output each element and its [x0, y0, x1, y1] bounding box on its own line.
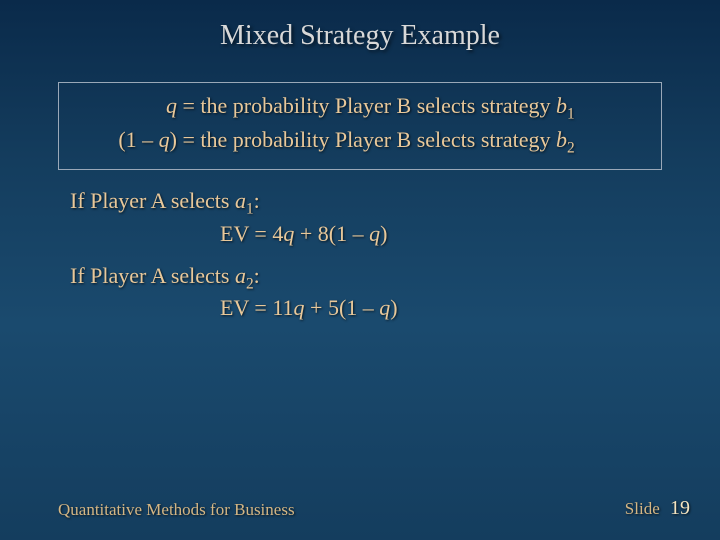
slide-title: Mixed Strategy Example	[0, 0, 720, 52]
def2-sub: 2	[567, 140, 575, 157]
a2-ev-label: EV =	[220, 295, 272, 320]
footer-left: Quantitative Methods for Business	[58, 500, 295, 520]
a2-prefix: If Player A selects	[70, 263, 235, 288]
def2-lhs: (1 – q)	[77, 125, 177, 155]
footer-right: Slide 19	[625, 497, 690, 520]
slide-container: Mixed Strategy Example q = the probabili…	[0, 0, 720, 540]
a1-n1: 4	[272, 221, 283, 246]
slide-body: If Player A selects a1: EV = 4q + 8(1 – …	[70, 188, 650, 321]
a2-sub: 2	[246, 275, 254, 292]
a1-ev-label: EV =	[220, 221, 272, 246]
def1-lhs: q	[77, 91, 177, 121]
a1-q1: q	[283, 221, 294, 246]
definition-box: q = the probability Player B selects str…	[58, 82, 662, 170]
footer-slide-label: Slide	[625, 499, 660, 518]
def1-eq: =	[177, 93, 200, 118]
case-a1: If Player A selects a1: EV = 4q + 8(1 – …	[70, 188, 650, 246]
case-a2-ev: EV = 11q + 5(1 – q)	[220, 295, 650, 321]
a1-close: )	[380, 221, 387, 246]
a2-var: a	[235, 263, 246, 288]
a2-close: )	[390, 295, 397, 320]
case-a2: If Player A selects a2: EV = 11q + 5(1 –…	[70, 263, 650, 321]
a1-var: a	[235, 188, 246, 213]
a1-prefix: If Player A selects	[70, 188, 235, 213]
a1-colon: :	[254, 188, 260, 213]
a2-q1: q	[294, 295, 305, 320]
case-a1-heading: If Player A selects a1:	[70, 188, 650, 218]
a1-mid: + 8(1 –	[294, 221, 369, 246]
def1-text: the probability Player B selects strateg…	[200, 93, 556, 118]
a2-n1: 11	[272, 295, 293, 320]
def1-strategy: b	[556, 93, 567, 118]
a2-q2: q	[379, 295, 390, 320]
a2-mid: + 5(1 –	[305, 295, 380, 320]
definition-line-1: q = the probability Player B selects str…	[77, 91, 643, 125]
def2-text: the probability Player B selects strateg…	[200, 127, 556, 152]
def1-sub: 1	[567, 105, 575, 122]
definition-line-2: (1 – q) = the probability Player B selec…	[77, 125, 643, 159]
case-a1-ev: EV = 4q + 8(1 – q)	[220, 221, 650, 247]
a2-colon: :	[254, 263, 260, 288]
a1-q2: q	[369, 221, 380, 246]
def2-eq: =	[177, 127, 200, 152]
page-number: 19	[670, 497, 690, 519]
case-a2-heading: If Player A selects a2:	[70, 263, 650, 293]
def2-strategy: b	[556, 127, 567, 152]
a1-sub: 1	[246, 201, 254, 218]
